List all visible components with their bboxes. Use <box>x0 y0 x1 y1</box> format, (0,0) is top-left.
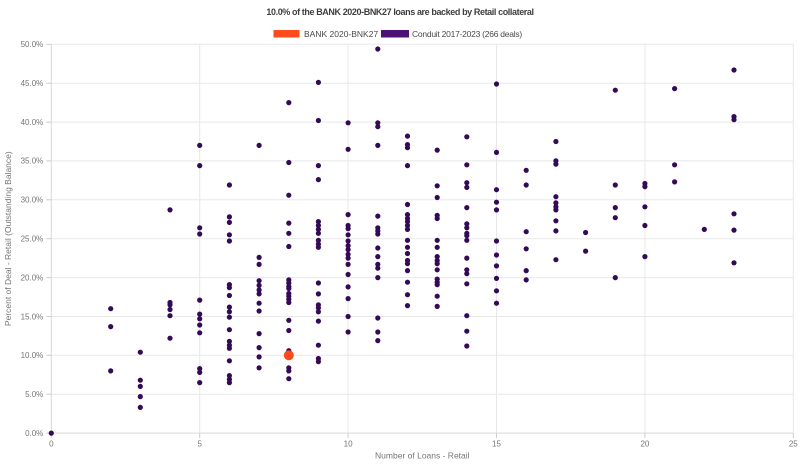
svg-text:15.0%: 15.0% <box>21 312 44 321</box>
svg-text:35.0%: 35.0% <box>21 157 44 166</box>
svg-text:10.0%: 10.0% <box>21 351 44 360</box>
svg-text:10.0% of the BANK 2020-BNK27 l: 10.0% of the BANK 2020-BNK27 loans are b… <box>266 7 533 17</box>
svg-text:45.0%: 45.0% <box>21 79 44 88</box>
svg-text:Percent of Deal - Retail (Outs: Percent of Deal - Retail (Outstanding Ba… <box>3 151 13 326</box>
svg-text:0.0%: 0.0% <box>25 429 43 438</box>
svg-text:Number of Loans - Retail: Number of Loans - Retail <box>375 451 470 461</box>
svg-text:15: 15 <box>492 440 501 449</box>
svg-text:0: 0 <box>49 440 54 449</box>
svg-text:20.0%: 20.0% <box>21 273 44 282</box>
svg-text:30.0%: 30.0% <box>21 196 44 205</box>
svg-text:5: 5 <box>197 440 202 449</box>
svg-text:25.0%: 25.0% <box>21 235 44 244</box>
svg-text:25: 25 <box>789 440 798 449</box>
svg-text:5.0%: 5.0% <box>25 390 43 399</box>
svg-text:10: 10 <box>344 440 353 449</box>
svg-text:50.0%: 50.0% <box>21 40 44 49</box>
svg-text:20: 20 <box>640 440 649 449</box>
svg-text:BANK 2020-BNK27: BANK 2020-BNK27 <box>304 29 378 39</box>
svg-text:40.0%: 40.0% <box>21 118 44 127</box>
svg-text:Conduit 2017-2023 (266 deals): Conduit 2017-2023 (266 deals) <box>412 29 522 39</box>
